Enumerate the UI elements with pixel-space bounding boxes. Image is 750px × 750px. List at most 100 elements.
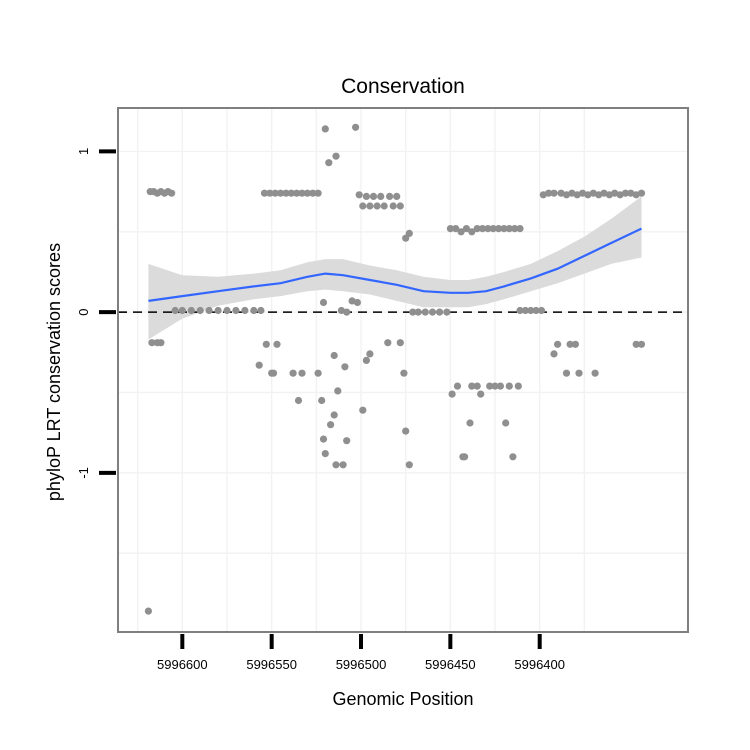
data-point xyxy=(352,123,360,131)
data-point xyxy=(341,363,349,371)
data-point xyxy=(396,339,404,347)
data-point xyxy=(457,228,465,236)
data-point xyxy=(393,192,401,200)
data-point xyxy=(148,339,156,347)
chart-title: Conservation xyxy=(341,75,465,98)
data-point xyxy=(287,189,295,197)
data-point xyxy=(380,202,388,210)
confidence-band xyxy=(148,196,642,340)
data-point xyxy=(223,306,231,315)
data-point xyxy=(257,306,265,315)
data-point xyxy=(327,421,335,429)
data-point xyxy=(205,306,213,315)
data-point xyxy=(362,356,370,364)
data-point xyxy=(362,192,370,200)
data-point xyxy=(514,382,522,390)
data-point xyxy=(277,189,285,197)
data-point xyxy=(366,202,374,210)
data-point xyxy=(484,225,492,233)
data-point xyxy=(343,437,351,445)
data-point xyxy=(366,350,374,358)
data-point xyxy=(446,225,454,233)
data-point xyxy=(396,202,404,210)
data-point xyxy=(409,308,417,316)
data-point xyxy=(584,191,592,199)
data-point xyxy=(187,306,195,315)
data-point xyxy=(303,189,311,197)
data-point xyxy=(377,192,385,200)
x-axis-title: Genomic Position xyxy=(332,689,473,709)
smooth-trend-line xyxy=(148,227,642,302)
data-point xyxy=(402,427,410,435)
data-point xyxy=(452,225,460,233)
data-point xyxy=(589,189,597,197)
data-point xyxy=(537,306,546,315)
data-point xyxy=(557,189,565,197)
data-points xyxy=(144,123,646,615)
data-point xyxy=(262,340,270,348)
data-point xyxy=(314,369,322,377)
data-point xyxy=(321,125,329,133)
data-point xyxy=(294,396,303,405)
data-point xyxy=(621,189,630,197)
data-point xyxy=(293,189,301,197)
data-point xyxy=(550,350,558,358)
data-point xyxy=(271,189,279,197)
data-point xyxy=(637,340,646,348)
data-point xyxy=(516,225,524,233)
data-point xyxy=(575,369,583,377)
data-point xyxy=(573,191,581,199)
data-point xyxy=(373,202,381,210)
data-point xyxy=(509,453,517,461)
data-point xyxy=(321,450,329,458)
y-tick-label: -1 xyxy=(76,467,91,479)
data-point xyxy=(550,189,558,197)
data-point xyxy=(527,306,535,315)
data-point xyxy=(266,189,274,197)
data-point xyxy=(600,189,608,197)
x-tick-label: 5996600 xyxy=(157,657,208,672)
x-tick-label: 5996400 xyxy=(514,657,565,672)
data-point xyxy=(168,189,176,197)
data-point xyxy=(468,228,476,236)
x-axis-ticks: 5996600 5996550 5996500 5996450 5996400 xyxy=(157,634,565,672)
data-point xyxy=(282,189,290,197)
data-point xyxy=(468,382,476,390)
data-point xyxy=(627,189,635,197)
data-point xyxy=(339,461,347,469)
data-point xyxy=(332,461,340,469)
data-point xyxy=(269,369,278,377)
data-point xyxy=(516,306,524,315)
data-point xyxy=(532,306,540,315)
data-point xyxy=(389,202,397,210)
data-point xyxy=(359,406,367,414)
data-point xyxy=(298,369,306,377)
data-point xyxy=(554,340,562,348)
data-point xyxy=(171,306,179,315)
data-point xyxy=(343,308,351,316)
data-point xyxy=(611,189,619,197)
data-point xyxy=(453,382,462,390)
panel-border xyxy=(117,107,689,633)
y-axis-title: phyloP LRT conservation scores xyxy=(44,243,64,501)
data-point xyxy=(314,189,322,197)
data-point xyxy=(428,308,437,316)
data-point xyxy=(214,306,222,315)
data-point xyxy=(591,369,599,377)
data-point xyxy=(477,390,485,398)
data-point xyxy=(355,191,363,199)
data-point xyxy=(443,308,451,316)
data-point xyxy=(466,419,474,427)
data-point xyxy=(462,225,470,233)
data-point xyxy=(298,189,306,197)
data-point xyxy=(421,308,429,316)
data-point xyxy=(330,351,338,360)
data-point xyxy=(289,369,297,377)
data-point xyxy=(309,189,317,197)
data-point xyxy=(318,396,326,405)
data-point xyxy=(571,340,580,348)
data-point xyxy=(232,306,240,315)
data-point xyxy=(319,298,328,307)
data-point xyxy=(502,419,510,427)
data-point xyxy=(157,339,165,347)
